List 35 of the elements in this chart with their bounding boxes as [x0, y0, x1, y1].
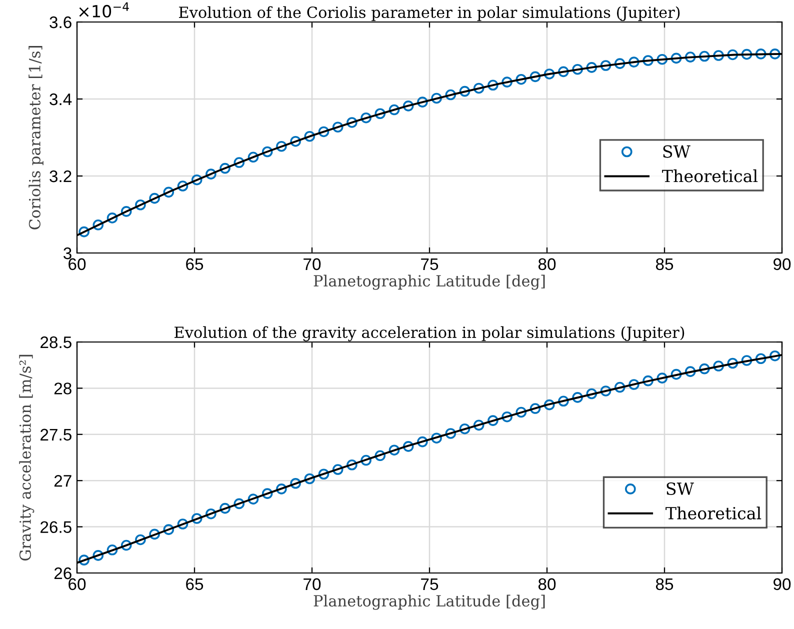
x-tick-label: 60 — [68, 578, 86, 590]
y-tick-label: 3.6 — [50, 16, 72, 28]
x-tick-label: 75 — [421, 258, 438, 270]
x-tick-label: 70 — [304, 258, 321, 270]
x-tick-label: 80 — [538, 258, 556, 270]
x-tick-label: 80 — [538, 578, 556, 590]
x-axis-title: Planetographic Latitude [deg] — [314, 594, 545, 610]
x-tick-label: 90 — [774, 578, 791, 590]
y-tick-label: 3.4 — [50, 93, 72, 106]
text: ×10$^{−4}$ — [79, 2, 129, 18]
x-axis-title: Planetographic Latitude [deg] — [314, 274, 545, 290]
y-tick-label: 3.2 — [50, 170, 72, 182]
y-tick-label: 26 — [54, 567, 72, 580]
y-axis-title: Coriolis parameter [1/s] — [28, 46, 44, 230]
y-axis-title: Gravity acceleration [m/s²] — [19, 354, 34, 561]
y-tick-label: 28 — [54, 382, 72, 394]
y-tick-label: 26.5 — [40, 521, 72, 534]
x-tick-label: 65 — [186, 578, 204, 590]
y-tick-label: 28.5 — [40, 336, 72, 348]
x-tick-label: 60 — [68, 258, 86, 270]
x-tick-label: 85 — [656, 258, 674, 270]
x-tick-label: 75 — [421, 578, 438, 590]
x-tick-label: 70 — [304, 578, 321, 590]
chart-title: Evolution of the gravity acceleration in polar simulations (Jupiter) — [174, 326, 684, 342]
x-tick-label: 65 — [186, 258, 204, 270]
y-tick-label: 27 — [54, 475, 72, 487]
y-tick-label: 3 — [64, 247, 72, 260]
x-tick-label: 90 — [774, 258, 791, 270]
x-tick-label: 85 — [656, 578, 674, 590]
legend-label: SW — [666, 482, 694, 496]
legend-label: Theoretical — [666, 506, 762, 520]
legend-label: SW — [663, 145, 690, 158]
legend-label: Theoretical — [662, 169, 758, 182]
chart-title: Evolution of the Coriolis parameter in polar simulations (Jupiter) — [179, 6, 680, 22]
y-tick-label: 27.5 — [40, 428, 72, 441]
